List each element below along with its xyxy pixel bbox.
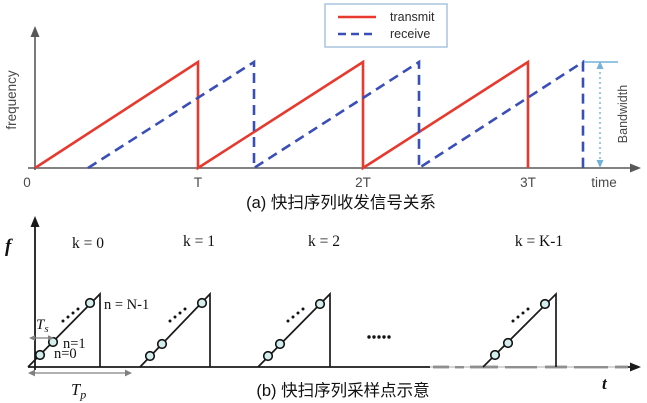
arrow-right-icon bbox=[48, 335, 54, 341]
panel-b-y-axis-arrow-icon bbox=[30, 216, 40, 227]
legend-transmit-label: transmit bbox=[390, 10, 435, 24]
sample-point bbox=[84, 297, 96, 309]
bandwidth-label: Bandwidth bbox=[616, 85, 630, 143]
sample-points bbox=[34, 297, 551, 362]
arrow-left-icon bbox=[28, 369, 35, 377]
panel-b-caption: (b) 快扫序列采样点示意 bbox=[256, 381, 429, 400]
panel-a: frequency Bandwidth 0 T 2T 3T time trans… bbox=[4, 3, 641, 212]
bandwidth-annotation: Bandwidth bbox=[584, 61, 630, 168]
arrow-right-icon bbox=[125, 369, 132, 377]
panel-a-caption: (a) 快扫序列收发信号关系 bbox=[246, 193, 436, 212]
diagonal-ellipsis-dots bbox=[61, 307, 530, 323]
sample-point bbox=[539, 298, 551, 310]
legend-receive-label: receive bbox=[390, 27, 430, 41]
receive-waveform-line bbox=[87, 59, 585, 171]
arrow-left-icon bbox=[29, 335, 35, 341]
sample-point bbox=[262, 350, 274, 362]
panel-b-x-axis-label: t bbox=[602, 374, 608, 393]
sample-label-n-last: n = N-1 bbox=[104, 297, 149, 313]
sample-point bbox=[489, 349, 501, 361]
sampling-interval-arrow bbox=[29, 335, 54, 341]
pulse-interval-label: Tp bbox=[71, 380, 86, 402]
sample-point bbox=[144, 350, 156, 362]
chirp-label-k1: k = 1 bbox=[183, 233, 215, 250]
panel-a-x-axis-arrow-icon bbox=[630, 163, 641, 173]
watermark-remnant bbox=[430, 362, 628, 371]
tick-3T: 3T bbox=[520, 175, 536, 190]
sample-point bbox=[196, 297, 208, 309]
between-chirps-ellipsis bbox=[367, 335, 391, 339]
legend: transmit receive bbox=[324, 3, 448, 48]
bandwidth-arrow-down-icon bbox=[596, 160, 604, 168]
tick-2T: 2T bbox=[355, 175, 371, 190]
chirp-label-kK1: k = K-1 bbox=[515, 233, 563, 250]
transmit-waveform-line bbox=[34, 59, 530, 171]
panel-b-x-axis-arrow-icon bbox=[630, 362, 641, 372]
panel-b-y-axis-label: f bbox=[5, 236, 13, 257]
sample-label-n0: n=0 bbox=[54, 346, 77, 362]
pulse-interval-arrow bbox=[28, 369, 132, 377]
sample-point bbox=[314, 298, 326, 310]
panel-b: f t bbox=[5, 216, 641, 402]
panel-a-x-axis-label: time bbox=[591, 175, 617, 190]
chirp-label-k2: k = 2 bbox=[308, 233, 340, 250]
sample-label-n1: n=1 bbox=[63, 336, 86, 352]
tick-T: T bbox=[194, 175, 202, 190]
sampling-interval-label: Ts bbox=[36, 317, 49, 335]
chirp-label-k0: k = 0 bbox=[72, 235, 104, 252]
panel-a-y-axis-arrow-icon bbox=[30, 26, 40, 37]
sample-point bbox=[274, 338, 286, 350]
legend-box bbox=[324, 3, 448, 48]
tick-0: 0 bbox=[23, 175, 31, 190]
bandwidth-arrow-up-icon bbox=[596, 61, 604, 69]
sample-point bbox=[502, 337, 514, 349]
panel-a-y-axis-label: frequency bbox=[4, 70, 19, 130]
sample-point bbox=[156, 338, 168, 350]
sample-point bbox=[34, 349, 46, 361]
